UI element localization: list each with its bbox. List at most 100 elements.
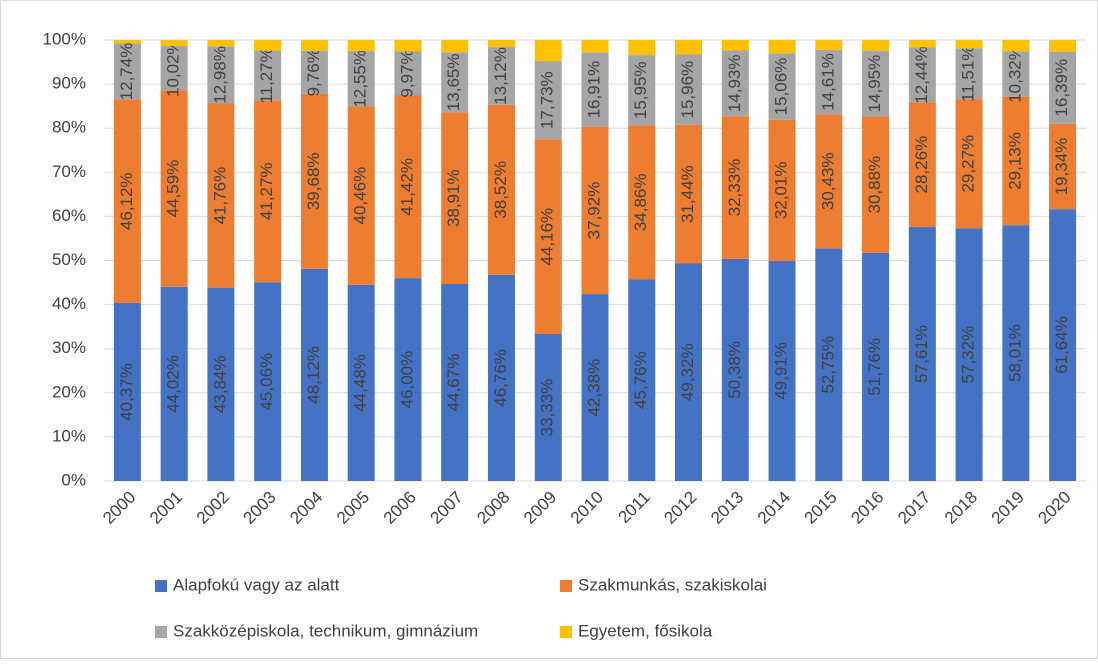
bar-segment (955, 228, 983, 481)
bar-segment (908, 40, 936, 48)
bar-segment (908, 102, 936, 227)
bar-segment (862, 50, 890, 117)
bar-segment (160, 286, 188, 481)
bar-segment (768, 119, 796, 261)
bar-segment (394, 40, 422, 52)
bar-segment (394, 51, 422, 96)
bar-segment (441, 52, 469, 113)
bar-segment (254, 50, 282, 101)
data-label: 10,02% (164, 39, 183, 97)
data-label: 13,65% (444, 53, 463, 111)
bar-segment (534, 139, 562, 335)
bar-segment (534, 61, 562, 140)
bar-segment (721, 258, 749, 481)
legend-swatch (155, 626, 167, 638)
data-label: 28,26% (912, 136, 931, 194)
y-tick-label: 80% (52, 118, 86, 137)
data-label: 44,16% (538, 208, 557, 266)
y-tick-label: 10% (52, 426, 86, 445)
bar-segment (908, 226, 936, 481)
data-label: 15,06% (772, 58, 791, 116)
bar-segment (581, 40, 609, 53)
bar-segment (675, 263, 703, 481)
data-label: 12,44% (912, 46, 931, 104)
bar-segment (160, 46, 188, 91)
bar-segment (207, 40, 235, 47)
bar-segment (815, 49, 843, 115)
data-label: 16,91% (584, 61, 603, 119)
legend-label: Alapfokú vagy az alatt (173, 575, 340, 594)
bar-segment (628, 279, 656, 481)
y-tick-label: 50% (52, 250, 86, 269)
data-label: 9,76% (304, 48, 323, 96)
bar-segment (1049, 209, 1077, 481)
legend-label: Szakmunkás, szakiskolai (578, 575, 767, 594)
data-label: 31,44% (678, 165, 697, 223)
bar-segment (300, 93, 328, 269)
data-label: 15,95% (631, 61, 650, 119)
data-label: 49,91% (772, 342, 791, 400)
data-label: 11,27% (257, 47, 276, 103)
bar-segment (1049, 40, 1077, 52)
y-tick-label: 30% (52, 338, 86, 357)
bar-segment (1002, 51, 1030, 97)
bar-segment (347, 40, 375, 52)
bar-segment (955, 99, 983, 229)
y-tick-label: 0% (61, 470, 86, 489)
data-label: 29,27% (959, 135, 978, 193)
bar-segment (534, 334, 562, 481)
data-label: 34,86% (631, 173, 650, 231)
data-label: 13,12% (491, 47, 510, 105)
data-label: 12,74% (117, 43, 136, 101)
bar-segment (254, 100, 282, 283)
data-label: 46,76% (491, 349, 510, 407)
data-label: 14,61% (818, 53, 837, 111)
bar-segment (768, 40, 796, 54)
legend-swatch (155, 580, 167, 592)
bar-segment (347, 106, 375, 285)
y-tick-label: 70% (52, 162, 86, 181)
data-label: 52,75% (818, 336, 837, 394)
bar-segment (487, 40, 515, 48)
bar-segment (160, 40, 188, 47)
data-label: 45,06% (257, 353, 276, 411)
data-label: 44,67% (444, 354, 463, 412)
data-label: 46,12% (117, 172, 136, 230)
bar-segment (394, 95, 422, 279)
data-label: 51,76% (865, 338, 884, 396)
data-label: 40,37% (117, 363, 136, 421)
data-label: 32,33% (725, 159, 744, 217)
bar-segment (1049, 51, 1077, 124)
bar-segment (581, 52, 609, 127)
data-label: 10,32% (1005, 45, 1024, 103)
bar-segment (207, 103, 235, 288)
bar-segment (534, 40, 562, 62)
bar-segment (113, 40, 141, 44)
data-label: 14,93% (725, 54, 744, 112)
bar-segment (347, 284, 375, 481)
bar-segment (862, 40, 890, 51)
data-label: 32,01% (772, 161, 791, 219)
bar-segment (862, 116, 890, 253)
legend-swatch (560, 580, 572, 592)
data-label: 33,33% (538, 379, 557, 437)
data-label: 19,34% (1052, 138, 1071, 196)
data-label: 44,48% (351, 354, 370, 412)
bar-segment (768, 53, 796, 120)
bar-segment (862, 252, 890, 481)
bar-segment (160, 90, 188, 287)
bar-segment (581, 294, 609, 481)
data-label: 50,38% (725, 341, 744, 399)
data-label: 30,43% (818, 152, 837, 210)
bar-segment (815, 248, 843, 481)
bar-segment (300, 40, 328, 51)
bar-segment (207, 287, 235, 481)
y-tick-label: 60% (52, 206, 86, 225)
data-label: 58,01% (1005, 324, 1024, 382)
bar-segment (487, 274, 515, 481)
bar-segment (207, 46, 235, 104)
bar-segment (394, 278, 422, 481)
bar-segment (113, 43, 141, 100)
bar-segment (628, 55, 656, 126)
